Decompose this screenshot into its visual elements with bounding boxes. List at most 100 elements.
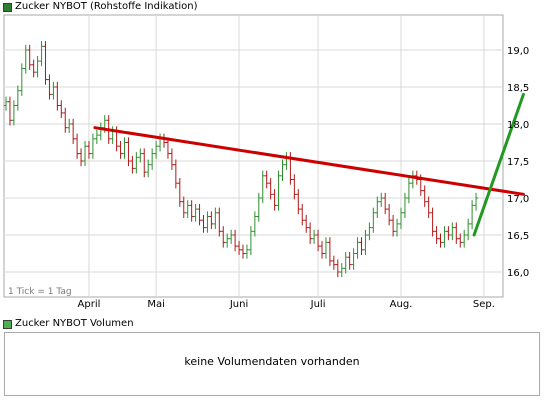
price-bar [252,211,257,237]
price-bar [11,100,16,126]
price-bar [197,203,202,226]
volume-legend-label: Zucker NYBOT Volumen [15,318,134,329]
price-bar [402,192,407,218]
price-bar [343,252,348,274]
price-bars [4,41,479,278]
price-bar [185,200,190,218]
price-bar [406,178,411,204]
price-bar [154,141,159,159]
price-bar [217,207,222,237]
price-bar [241,244,245,259]
price-bar [331,255,336,270]
y-tick-label: 17,0 [507,194,529,205]
price-bar [339,263,344,278]
price-bar [351,248,356,270]
price-bar [4,96,8,111]
price-bar [363,229,368,255]
plot-area [3,14,504,298]
y-tick-label: 16,5 [507,231,529,242]
price-bar [438,233,443,248]
price-bar [83,141,87,167]
trendlines [93,92,525,237]
price-bar [189,200,194,222]
price-bar [39,41,44,67]
price-bar [142,148,147,178]
price-bar [55,81,60,111]
price-bar [399,207,403,230]
trendline-breakout [472,92,525,237]
price-bar [7,96,12,126]
volume-legend-swatch [3,319,12,329]
price-bar [268,178,273,200]
price-bar [367,222,372,241]
price-bar [312,229,317,244]
price-bar [122,137,127,159]
x-tick-label: Sep. [473,299,495,310]
price-bar [446,226,451,241]
price-bar [474,192,479,211]
y-tick-label: 17,5 [507,157,529,168]
price-chart: 16,0 16,5 17,0 17,5 18,0 18,5 19,0 April Mai Jun… [3,14,529,310]
price-bar [260,170,265,204]
price-bar [323,237,328,259]
price-bar [51,81,56,100]
x-tick-label: Mai [147,299,165,310]
price-bar [375,196,380,218]
price-bar [130,155,135,174]
price-bar [229,229,234,244]
price-bar [90,133,95,159]
price-bar [391,215,396,237]
price-bar [458,233,463,248]
price-bar [379,192,384,207]
price-bar [462,229,467,248]
price-bar [237,240,242,255]
price-bar [35,55,40,78]
y-axis-labels: 16,0 16,5 17,0 17,5 18,0 18,5 19,0 [507,46,529,279]
price-legend-label: Zucker NYBOT (Rohstoffe Indikation) [15,1,198,12]
volume-legend: Zucker NYBOT Volumen [3,318,134,330]
x-tick-label: April [78,299,101,310]
price-bar [75,133,80,159]
volume-message: keine Volumendaten vorhanden [184,355,360,368]
price-bar [15,85,20,111]
price-bar [138,148,143,163]
price-legend: Zucker NYBOT (Rohstoffe Indikation) [3,1,198,13]
price-bar [304,215,309,233]
price-bar [434,226,439,244]
x-axis-labels: April Mai Juni Juli Aug. Sep. [78,299,495,310]
price-bar [359,237,364,255]
price-bar [264,170,269,189]
price-bar [71,118,76,144]
price-bar [150,148,155,170]
price-bar [27,44,32,70]
price-bar [308,222,313,244]
y-tick-label: 18,5 [507,83,529,94]
x-tick-label: Juni [229,299,248,310]
price-bar [43,41,48,85]
price-bar [118,141,123,159]
price-bar [470,200,475,230]
price-bar [335,259,340,278]
price-bar [134,152,139,174]
price-bar [280,159,285,181]
price-bar [300,203,305,226]
price-bar [19,63,24,96]
price-bar [276,170,281,211]
price-bar [316,229,321,252]
price-bar [169,148,174,170]
price-bar [165,137,170,159]
price-bar [173,159,178,189]
price-bar [244,244,249,259]
price-bar [79,148,84,167]
price-bar [181,196,186,218]
price-bar [387,203,392,226]
price-bar [225,233,230,248]
price-bar [442,226,447,248]
price-bar [355,237,360,259]
price-bar [466,218,471,241]
price-bar [94,129,99,144]
price-bar [205,211,210,233]
price-bar [221,226,226,248]
price-bar [146,159,151,178]
volume-panel: keine Volumendaten vorhanden [4,332,540,396]
